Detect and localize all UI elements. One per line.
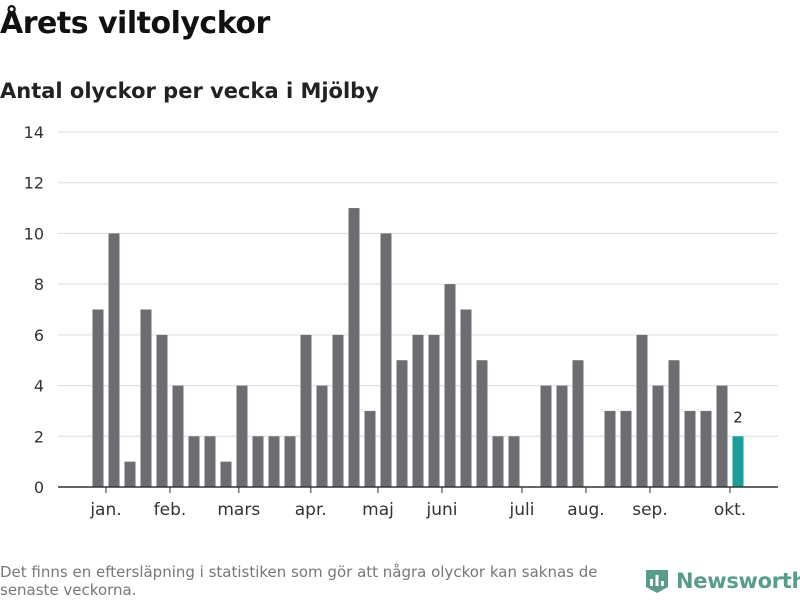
bar xyxy=(108,233,120,487)
bar xyxy=(380,233,392,487)
x-tick-label: maj xyxy=(362,500,394,520)
bar xyxy=(284,436,296,487)
footnote: Det finns en eftersläpning i statistiken… xyxy=(0,563,598,599)
y-tick-label: 14 xyxy=(24,123,44,142)
y-tick-label: 12 xyxy=(24,174,44,193)
bar xyxy=(508,436,520,487)
x-tick-label: feb. xyxy=(154,500,187,520)
chart-subtitle: Antal olyckor per vecka i Mjölby xyxy=(0,79,379,103)
bar-current-week xyxy=(732,436,744,487)
bar xyxy=(444,284,456,487)
bar xyxy=(412,334,424,487)
bar xyxy=(604,410,616,487)
bar xyxy=(396,360,408,487)
brand-name: Newsworthy xyxy=(676,569,800,593)
bar xyxy=(492,436,504,487)
chart-title: Årets viltolyckor xyxy=(0,6,270,41)
bar xyxy=(652,385,664,487)
bar xyxy=(428,334,440,487)
x-tick-label: apr. xyxy=(295,500,327,520)
brand[interactable]: Newsworthy xyxy=(644,568,800,594)
y-tick-label: 2 xyxy=(34,427,44,446)
bar xyxy=(684,410,696,487)
bars xyxy=(92,208,744,488)
y-tick-label: 8 xyxy=(34,275,44,294)
y-axis-ticks: 0 2 4 6 8 10 12 14 xyxy=(24,123,44,497)
bar xyxy=(460,309,472,487)
bar xyxy=(172,385,184,487)
bar xyxy=(252,436,264,487)
bar xyxy=(556,385,568,487)
x-tick-label: okt. xyxy=(714,500,746,520)
bar xyxy=(540,385,552,487)
bar xyxy=(124,461,136,487)
bar xyxy=(636,334,648,487)
bar xyxy=(236,385,248,487)
y-tick-label: 0 xyxy=(34,478,44,497)
y-tick-label: 6 xyxy=(34,326,44,345)
y-tick-label: 10 xyxy=(24,224,44,243)
x-tick-label: juni xyxy=(426,500,458,520)
x-tick-label: sep. xyxy=(632,500,668,520)
data-label-current-week: 2 xyxy=(733,408,743,426)
bar xyxy=(700,410,712,487)
bar xyxy=(316,385,328,487)
bar xyxy=(620,410,632,487)
bar xyxy=(220,461,232,487)
bar xyxy=(156,334,168,487)
bar xyxy=(188,436,200,487)
x-tick-label: juli xyxy=(509,500,535,520)
x-axis-ticks: jan. feb. mars apr. maj juni juli aug. sep. okt. xyxy=(89,487,746,520)
bar xyxy=(716,385,728,487)
data-labels: 2 xyxy=(733,408,743,426)
bar xyxy=(572,360,584,487)
bar xyxy=(140,309,152,487)
x-tick-label: aug. xyxy=(567,500,604,520)
bar xyxy=(204,436,216,487)
x-tick-label: jan. xyxy=(89,500,121,520)
bar xyxy=(668,360,680,487)
bar-chart: 0 2 4 6 8 10 12 14 jan. feb. mars apr. maj juni juli a… xyxy=(24,123,778,520)
bar xyxy=(476,360,488,487)
bar xyxy=(364,410,376,487)
y-tick-label: 4 xyxy=(34,377,44,396)
bar xyxy=(300,334,312,487)
bar xyxy=(348,208,360,488)
bar xyxy=(268,436,280,487)
bar xyxy=(92,309,104,487)
x-tick-label: mars xyxy=(217,500,260,520)
newsworthy-logo-icon xyxy=(646,570,668,593)
bar xyxy=(332,334,344,487)
